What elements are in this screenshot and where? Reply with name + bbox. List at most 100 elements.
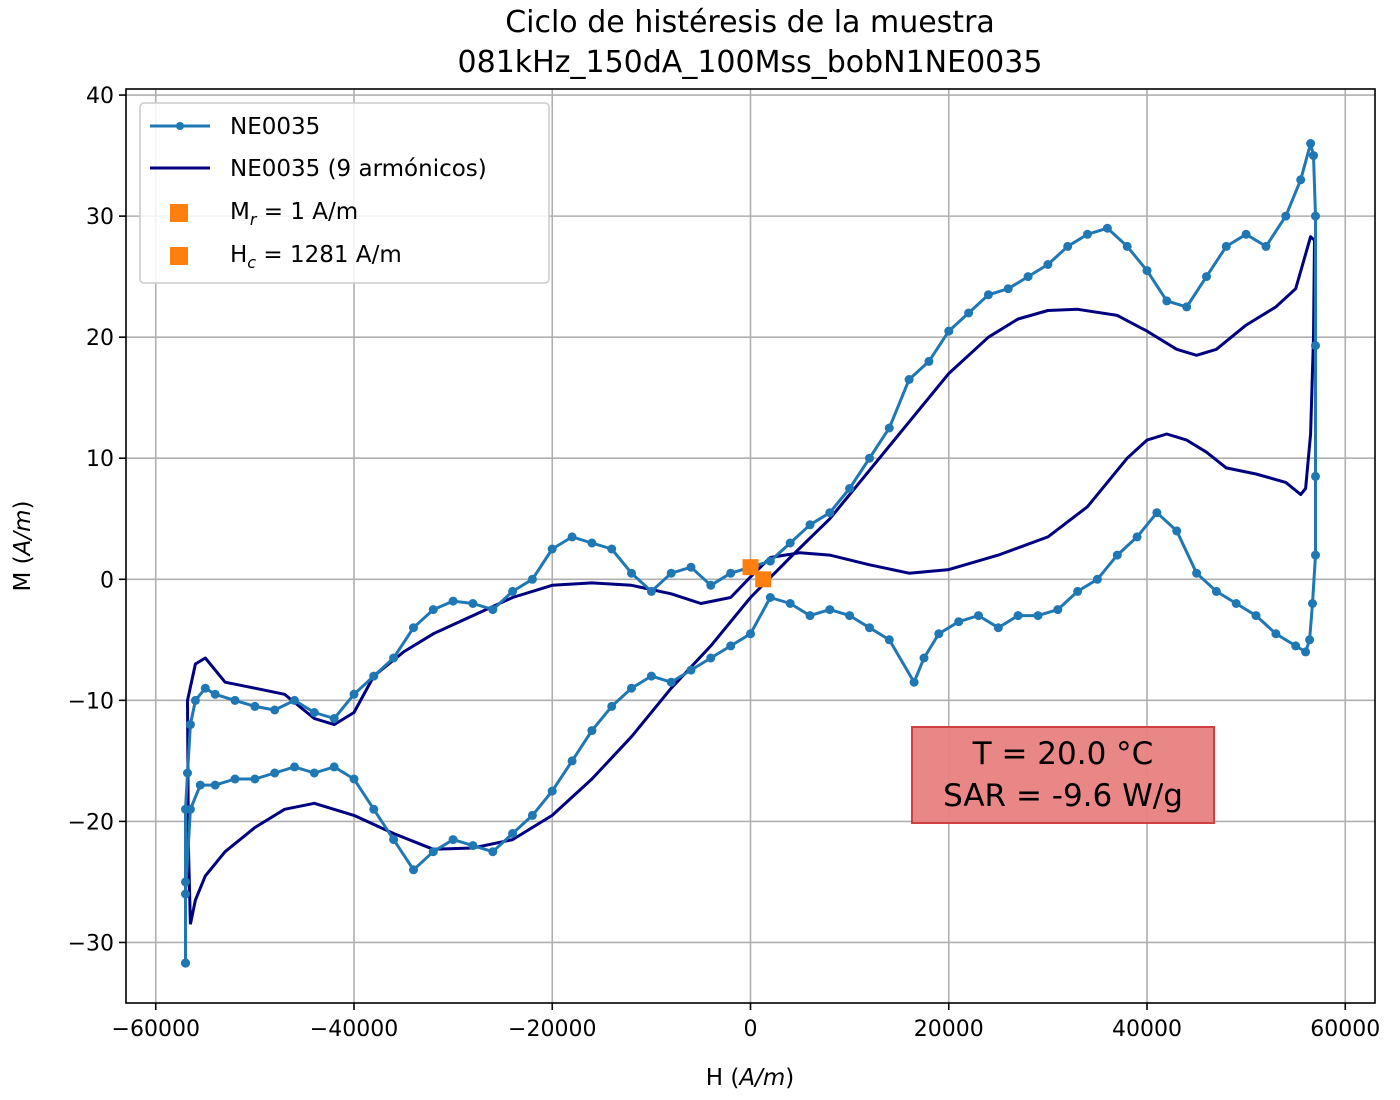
data-point-ne0035 [1073, 586, 1083, 596]
data-point-ne0035 [934, 629, 944, 639]
chart-title-line-1: Ciclo de histéresis de la muestra [505, 5, 995, 40]
legend-label: NE0035 (9 armónicos) [230, 156, 487, 182]
x-tick-label: 20000 [914, 1017, 984, 1042]
y-tick-label: 20 [86, 326, 114, 351]
x-tick-label: −20000 [508, 1017, 596, 1042]
x-tick-label: −40000 [310, 1017, 398, 1042]
data-point-ne0035 [389, 835, 399, 845]
info-box: T = 20.0 °C SAR = -9.6 W/g [911, 726, 1215, 824]
data-point-ne0035 [686, 665, 696, 675]
data-point-ne0035 [1308, 599, 1317, 608]
data-point-ne0035 [185, 804, 195, 814]
x-axis-label: H (A/m) [706, 1065, 794, 1091]
data-point-ne0035 [1202, 272, 1211, 282]
data-point-ne0035 [686, 562, 696, 572]
data-point-ne0035 [607, 544, 617, 554]
x-axis-label-unit: A/m [737, 1065, 785, 1091]
data-point-ne0035 [1053, 605, 1063, 615]
y-tick-label: 0 [100, 568, 114, 593]
legend-label-sub: c [247, 253, 256, 272]
data-point-ne0035 [1311, 211, 1320, 221]
y-tick-label: −20 [68, 810, 114, 835]
y-axis-label-main: M ( [10, 555, 36, 591]
y-axis-label-close: ) [10, 500, 36, 509]
legend-label: Hc = 1281 A/m [230, 242, 402, 272]
marker-h-c [755, 571, 772, 588]
data-point-ne0035 [706, 580, 716, 590]
y-axis-label: M (A/m) [10, 500, 36, 591]
data-point-ne0035 [329, 762, 339, 772]
plot-data-area [181, 139, 1320, 968]
data-point-ne0035 [825, 605, 835, 615]
legend-label-rest: = 1 A/m [256, 199, 358, 225]
data-point-ne0035 [409, 623, 418, 633]
data-point-ne0035 [746, 629, 755, 639]
data-point-ne0035 [1296, 175, 1306, 185]
data-point-ne0035 [845, 484, 855, 493]
data-point-ne0035 [448, 835, 458, 845]
data-point-ne0035 [230, 695, 240, 705]
data-point-ne0035 [270, 768, 280, 778]
data-point-ne0035 [587, 726, 597, 736]
data-point-ne0035 [884, 423, 894, 433]
data-point-ne0035 [1063, 241, 1073, 251]
data-point-ne0035 [904, 375, 914, 384]
data-point-ne0035 [1305, 635, 1315, 645]
legend-entry-hc: Hc = 1281 A/m [170, 242, 402, 272]
data-point-ne0035 [1291, 641, 1301, 651]
data-point-ne0035 [270, 705, 280, 715]
data-point-ne0035 [1311, 550, 1320, 560]
axis-ticks: −60000 −40000 −20000 0 20000 40000 60000 −30 −20… [68, 84, 1381, 1042]
data-point-ne0035 [185, 720, 195, 730]
legend-swatch-marker [176, 122, 184, 130]
x-tick-label: 40000 [1112, 1017, 1182, 1042]
data-point-ne0035 [527, 574, 537, 584]
data-point-ne0035 [954, 617, 964, 627]
data-point-ne0035 [1182, 302, 1192, 312]
legend-label-rest: = 1281 A/m [256, 242, 402, 268]
data-point-ne0035 [1211, 586, 1221, 596]
data-point-ne0035 [1311, 341, 1320, 351]
data-point-ne0035 [181, 889, 190, 899]
legend-frame [139, 102, 550, 284]
data-point-ne0035 [983, 290, 993, 300]
data-point-ne0035 [627, 683, 636, 693]
data-point-ne0035 [181, 877, 190, 887]
data-point-ne0035 [1152, 508, 1162, 518]
data-point-ne0035 [1261, 241, 1271, 251]
data-point-ne0035 [1023, 272, 1033, 282]
data-point-ne0035 [993, 623, 1003, 633]
data-point-ne0035 [587, 538, 597, 548]
data-point-ne0035 [909, 677, 919, 687]
data-point-ne0035 [1043, 260, 1053, 269]
y-tick-label: −10 [68, 689, 114, 714]
data-point-ne0035 [183, 768, 192, 778]
data-point-ne0035 [1092, 574, 1102, 584]
x-tick-label: 0 [744, 1017, 758, 1042]
data-point-ne0035 [706, 653, 716, 663]
data-point-ne0035 [765, 593, 775, 602]
data-point-ne0035 [195, 780, 205, 790]
y-tick-label: 30 [86, 205, 114, 230]
data-point-ne0035 [646, 671, 656, 681]
data-point-ne0035 [1102, 223, 1112, 233]
data-point-ne0035 [1142, 266, 1152, 276]
data-point-ne0035 [389, 653, 399, 663]
data-point-ne0035 [508, 829, 518, 838]
legend-entry-mr: Mr = 1 A/m [170, 199, 358, 229]
data-point-ne0035 [547, 786, 557, 796]
legend-entry-ne0035: NE0035 [150, 114, 320, 140]
data-point-ne0035 [1112, 550, 1122, 560]
data-point-ne0035 [290, 762, 299, 772]
data-point-ne0035 [865, 453, 874, 463]
data-point-ne0035 [210, 780, 220, 790]
data-point-ne0035 [825, 508, 835, 518]
data-point-ne0035 [964, 308, 974, 318]
data-point-ne0035 [309, 768, 319, 778]
data-point-ne0035 [1013, 611, 1023, 621]
data-point-ne0035 [329, 714, 339, 723]
legend-label-main: M [230, 199, 250, 225]
data-point-ne0035 [508, 586, 518, 596]
data-point-ne0035 [1309, 151, 1318, 161]
